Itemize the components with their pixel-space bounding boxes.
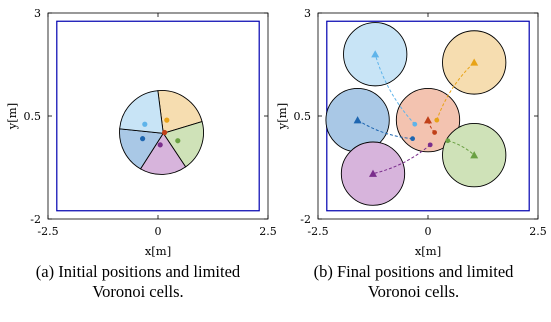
voronoi-cell <box>119 90 164 134</box>
caption-a-line-2: Voronoi cells. <box>92 282 184 301</box>
voronoi-cell <box>157 90 203 134</box>
agent-trajectory <box>436 62 475 121</box>
caption-a-line-1: (a) Initial positions and limited <box>35 262 241 281</box>
y-tick-label: -2 <box>300 213 311 226</box>
x-tick-label: 0 <box>155 225 162 238</box>
x-tick-label: 0 <box>425 225 432 238</box>
caption-b-line-2: Voronoi cells. <box>367 282 460 301</box>
agent-final-position <box>424 116 432 124</box>
x-axis-label: x[m] <box>415 244 441 258</box>
y-tick-label: 3 <box>304 7 311 20</box>
x-tick-label: -2.5 <box>37 225 58 238</box>
chart-panel-a: -2.5 0 2.5 -2 0.5 3 x[m] y[m] <box>5 7 277 258</box>
agent-initial-position <box>164 117 170 123</box>
x-axis-label: x[m] <box>145 244 171 258</box>
y-tick-label: 0.5 <box>294 110 312 123</box>
y-tick-label: -2 <box>30 213 41 226</box>
y-tick-label: 0.5 <box>24 110 42 123</box>
agent-final-position <box>371 50 380 58</box>
agent-trajectory <box>374 54 416 125</box>
agent-initial-position <box>175 138 181 144</box>
agent-initial-position <box>410 136 415 142</box>
agent-final-position <box>353 116 362 124</box>
agent-final-position <box>470 58 479 66</box>
agent-initial-position <box>445 138 451 144</box>
y-tick-label: 3 <box>34 7 41 20</box>
agent-initial-position <box>157 142 163 148</box>
agent-trajectory <box>447 140 475 156</box>
x-tick-label: 2.5 <box>259 225 277 238</box>
chart-panel-b: -2.5 0 2.5 -2 0.5 3 x[m] y[m] <box>275 7 547 258</box>
agent-initial-position <box>142 121 148 127</box>
voronoi-cell <box>162 121 204 168</box>
y-axis-label: y[m] <box>275 103 289 130</box>
agent-final-position <box>369 169 377 177</box>
y-axis-label: y[m] <box>5 103 19 130</box>
x-tick-label: 2.5 <box>529 225 547 238</box>
caption-b-line-1: (b) Final positions and limited <box>313 262 514 281</box>
agent-initial-position <box>427 142 433 148</box>
x-tick-label: -2.5 <box>307 225 328 238</box>
caption-a: (a) Initial positions and limited Vorono… <box>0 262 276 302</box>
figure: -2.5 0 2.5 -2 0.5 3 x[m] y[m] -2.5 0 2.5 -2 0.5 3 x[m]… <box>5 7 547 258</box>
agent-final-position <box>470 151 479 159</box>
agent-trajectory <box>372 144 431 175</box>
agent-initial-position <box>434 117 440 123</box>
caption-b: (b) Final positions and limited Voronoi … <box>276 262 551 302</box>
voronoi-cell <box>119 128 165 170</box>
voronoi-cell <box>139 132 187 175</box>
agent-initial-position <box>162 129 168 136</box>
agent-initial-position <box>412 121 418 127</box>
agent-initial-position <box>432 130 437 135</box>
agent-initial-position <box>140 136 146 142</box>
workspace-boundary <box>56 20 260 212</box>
